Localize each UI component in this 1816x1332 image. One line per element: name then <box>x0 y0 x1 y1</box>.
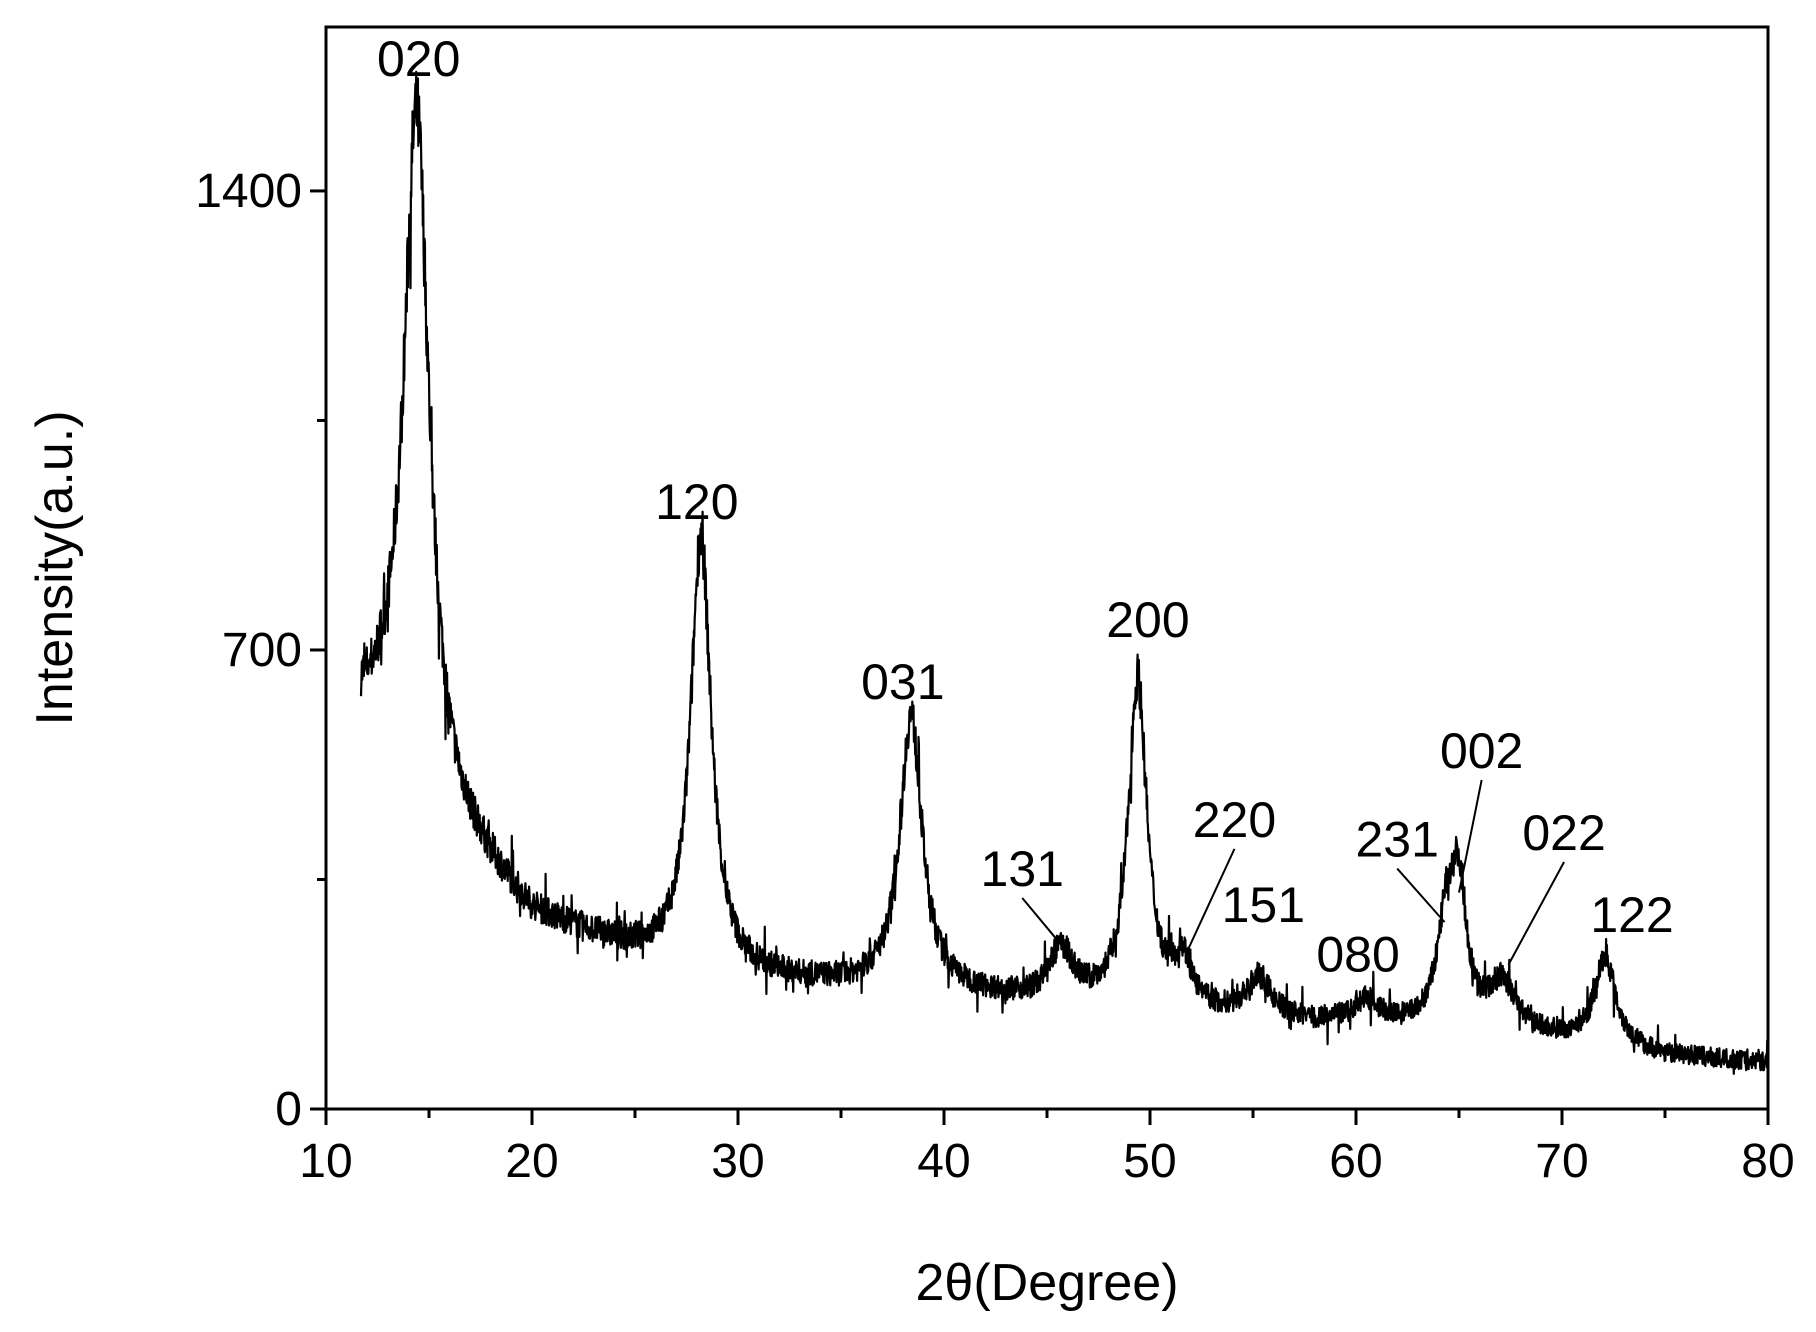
peak-label-002: 002 <box>1440 723 1523 779</box>
y-tick-label: 1400 <box>195 165 302 218</box>
peak-label-020: 020 <box>377 31 460 87</box>
peak-label-031: 031 <box>861 654 944 710</box>
x-tick-label: 80 <box>1741 1135 1794 1188</box>
leader-lines <box>1021 779 1565 966</box>
y-tick-label: 0 <box>275 1083 302 1136</box>
x-tick-label: 60 <box>1329 1135 1382 1188</box>
peak-label-120: 120 <box>655 474 738 530</box>
x-tick-label: 70 <box>1535 1135 1588 1188</box>
y-axis-label: Intensity(a.u.) <box>26 410 84 725</box>
peak-label-151: 151 <box>1222 877 1305 933</box>
x-tick-label: 10 <box>299 1135 352 1188</box>
tick-labels: 10 20 30 40 50 60 70 80 0 700 1400 <box>195 165 1794 1188</box>
peak-label-131: 131 <box>981 841 1064 897</box>
series-line <box>359 70 1770 1075</box>
peak-label-231: 231 <box>1355 812 1438 868</box>
peak-label-122: 122 <box>1590 887 1673 943</box>
x-tick-label: 40 <box>917 1135 970 1188</box>
peak-label-080: 080 <box>1316 926 1399 982</box>
peak-label-200: 200 <box>1106 592 1189 648</box>
x-axis-label: 2θ(Degree) <box>915 1254 1178 1312</box>
leader-line-131 <box>1021 897 1063 946</box>
peak-label-220: 220 <box>1193 792 1276 848</box>
x-tick-label: 20 <box>505 1135 558 1188</box>
leader-line-002 <box>1458 779 1483 893</box>
leader-line-231 <box>1396 867 1446 923</box>
x-tick-label: 30 <box>711 1135 764 1188</box>
plot-frame <box>324 25 1770 1111</box>
y-tick-label: 700 <box>222 624 302 677</box>
x-tick-label: 50 <box>1123 1135 1176 1188</box>
leader-line-220 <box>1186 848 1236 953</box>
tick-marks <box>310 189 1770 1125</box>
leader-line-022 <box>1507 861 1565 966</box>
peak-label-022: 022 <box>1522 805 1605 861</box>
